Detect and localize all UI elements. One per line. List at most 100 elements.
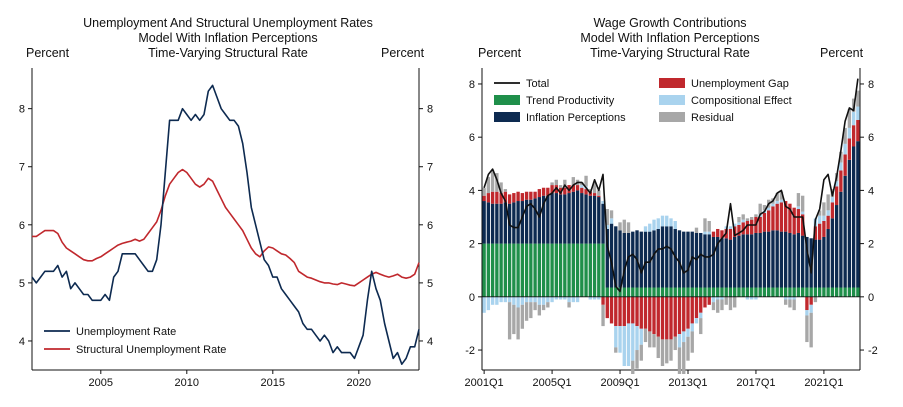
bar-compositional-effect — [648, 223, 652, 232]
bar-trend-productivity — [724, 287, 728, 297]
bar-inflation-perceptions — [754, 232, 758, 288]
bar-inflation-perceptions — [563, 194, 567, 244]
bar-unemployment-gap — [800, 214, 805, 236]
bar-inflation-perceptions — [809, 238, 813, 288]
bar-trend-productivity — [669, 287, 673, 297]
bar-inflation-perceptions — [490, 203, 495, 244]
bar-residual — [728, 296, 733, 311]
bar-trend-productivity — [482, 243, 486, 297]
bar-residual — [580, 182, 584, 186]
bar-compositional-effect — [486, 296, 491, 311]
bar-unemployment-gap — [699, 296, 703, 313]
bar-residual — [507, 302, 512, 340]
bar-inflation-perceptions — [597, 197, 601, 244]
bar-unemployment-gap — [626, 296, 631, 324]
bar-unemployment-gap — [711, 231, 716, 237]
right-panel-bars — [482, 90, 860, 374]
bar-unemployment-gap — [805, 296, 809, 311]
bar-compositional-effect — [733, 223, 737, 227]
line-total — [483, 78, 859, 293]
bar-residual — [847, 109, 852, 128]
bar-inflation-perceptions — [856, 141, 860, 288]
bar-inflation-perceptions — [758, 232, 762, 288]
bar-trend-productivity — [830, 287, 835, 297]
bar-trend-productivity — [754, 287, 758, 297]
left-x-tick-label: 2010 — [175, 377, 199, 389]
bar-inflation-perceptions — [779, 231, 784, 288]
bar-compositional-effect — [639, 328, 643, 345]
bar-compositional-effect — [665, 215, 669, 227]
bar-compositional-effect — [609, 218, 614, 224]
bar-compositional-effect — [851, 111, 856, 126]
bar-compositional-effect — [652, 219, 656, 231]
bar-unemployment-gap — [575, 185, 580, 191]
bar-unemployment-gap — [673, 296, 677, 337]
left-x-tick-label: 2020 — [347, 377, 371, 389]
bar-inflation-perceptions — [639, 231, 643, 288]
left-legend: Unemployment Rate Structural Unemploymen… — [44, 326, 226, 356]
left-panel-right-axis-label: Percent — [381, 46, 425, 60]
bar-residual — [499, 182, 503, 194]
bar-trend-productivity — [648, 287, 652, 297]
bar-unemployment-gap — [601, 296, 605, 305]
bar-compositional-effect — [817, 215, 822, 224]
bar-residual — [817, 210, 822, 216]
bar-inflation-perceptions — [588, 195, 592, 244]
left-y-tick-label-right: 5 — [427, 278, 433, 290]
bar-trend-productivity — [550, 243, 554, 297]
bar-trend-productivity — [584, 243, 588, 297]
bar-unemployment-gap — [643, 296, 648, 329]
bar-residual — [703, 218, 707, 232]
bar-inflation-perceptions — [796, 232, 801, 288]
right-legend: Total Trend Productivity Inflation Percept… — [494, 78, 792, 124]
legend-swatch-compositional-effect — [659, 95, 685, 105]
bar-unemployment-gap — [618, 296, 622, 327]
bar-unemployment-gap — [652, 296, 656, 335]
bar-unemployment-gap — [533, 191, 537, 199]
bar-compositional-effect — [699, 312, 703, 319]
bar-compositional-effect — [754, 296, 758, 300]
legend-label-unemployment-rate: Unemployment Rate — [76, 326, 176, 338]
bar-trend-productivity — [834, 287, 839, 297]
right-panel-y-ticks: -2 -2 0 0 2 2 4 4 6 6 8 8 — [465, 79, 878, 357]
bar-inflation-perceptions — [656, 228, 660, 288]
bar-unemployment-gap — [703, 296, 707, 308]
bar-compositional-effect — [631, 323, 635, 361]
bar-residual — [554, 179, 558, 186]
bar-residual — [516, 307, 520, 340]
bar-trend-productivity — [652, 287, 656, 297]
bar-trend-productivity — [516, 243, 520, 297]
bar-inflation-perceptions — [482, 201, 486, 244]
bar-trend-productivity — [635, 287, 639, 297]
bar-compositional-effect — [779, 199, 784, 203]
line-structural-unemployment-rate — [32, 168, 420, 287]
bar-trend-productivity — [575, 243, 580, 297]
bar-unemployment-gap — [614, 296, 618, 327]
bar-residual — [643, 328, 648, 343]
bar-residual — [529, 302, 533, 319]
right-title-line-1: Wage Growth Contributions — [593, 16, 746, 30]
bar-unemployment-gap — [567, 185, 571, 194]
bar-unemployment-gap — [826, 215, 830, 229]
bar-compositional-effect — [575, 296, 580, 303]
bar-unemployment-gap — [792, 207, 796, 235]
right-x-tick-label: 2013Q1 — [668, 377, 707, 389]
bar-inflation-perceptions — [665, 226, 669, 288]
bar-residual — [669, 339, 673, 361]
bar-unemployment-gap — [660, 296, 665, 340]
bar-unemployment-gap — [541, 187, 546, 196]
bar-compositional-effect — [499, 296, 503, 303]
bar-unemployment-gap — [817, 223, 822, 240]
bar-inflation-perceptions — [767, 231, 771, 288]
bar-compositional-effect — [673, 221, 677, 229]
bar-residual — [533, 302, 537, 311]
bar-trend-productivity — [741, 287, 745, 297]
bar-residual — [682, 342, 686, 374]
bar-trend-productivity — [597, 243, 601, 297]
bar-compositional-effect — [822, 215, 826, 221]
bar-trend-productivity — [813, 287, 818, 297]
bar-trend-productivity — [817, 287, 822, 297]
bar-residual — [775, 193, 779, 202]
bar-inflation-perceptions — [669, 226, 673, 288]
bar-residual — [618, 222, 622, 231]
